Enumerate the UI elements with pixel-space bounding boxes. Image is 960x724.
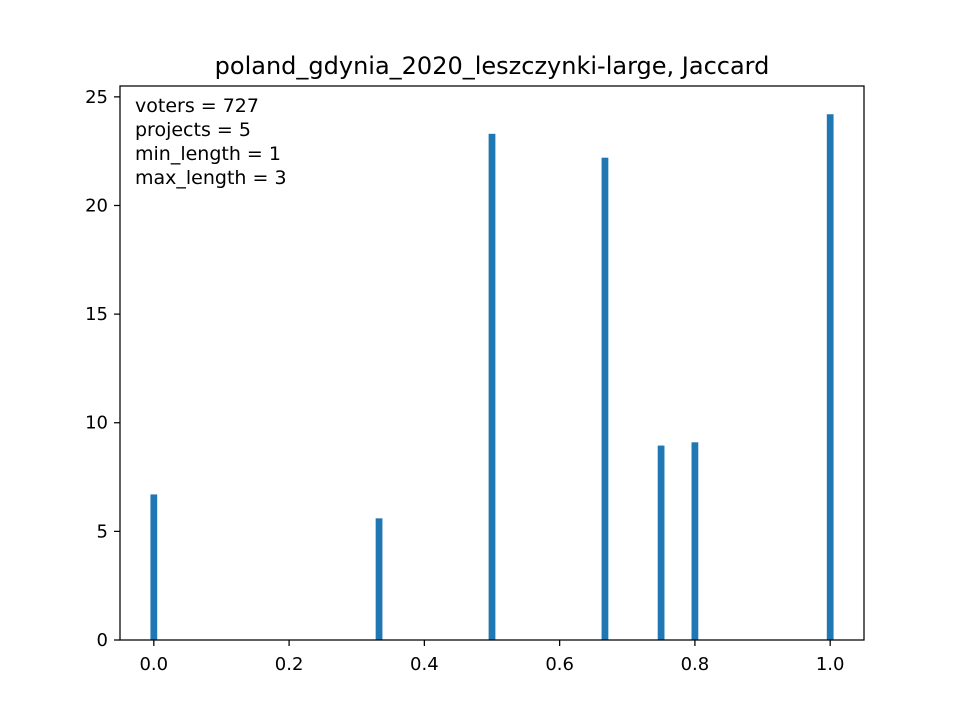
y-tick-label: 25 (85, 87, 108, 108)
y-tick-label: 10 (85, 413, 108, 434)
x-tick-label: 0.2 (275, 654, 304, 675)
bar-0-0 (150, 494, 158, 640)
annotation-min-length: min_length = 1 (135, 143, 281, 165)
annotation-max-length: max_length = 3 (135, 167, 287, 189)
x-tick-label: 0.6 (545, 654, 574, 675)
x-tick-label: 1.0 (816, 654, 845, 675)
bar-0-5 (691, 442, 699, 640)
x-tick-label: 0.8 (681, 654, 710, 675)
bar-0-4 (657, 445, 665, 640)
x-tick-label: 0.0 (139, 654, 168, 675)
bar-0-1 (375, 518, 383, 640)
plot-frame (119, 85, 865, 641)
x-tick-label: 0.4 (410, 654, 439, 675)
y-axis: 0 5 10 15 20 25 (85, 87, 120, 651)
x-axis: 0.0 0.2 0.4 0.6 0.8 1.0 (139, 640, 845, 675)
annotation-voters: voters = 727 (135, 95, 259, 117)
annotation-projects: projects = 5 (135, 119, 251, 141)
y-tick-label: 15 (85, 304, 108, 325)
bars-layer (150, 114, 834, 641)
bar-0-3 (601, 157, 609, 640)
y-tick-label: 0 (97, 630, 108, 651)
chart-title: poland_gdynia_2020_leszczynki-large, Jac… (215, 52, 770, 80)
bar-0-6 (826, 114, 834, 641)
y-tick-label: 5 (97, 521, 108, 542)
y-tick-label: 20 (85, 195, 108, 216)
bar-0-2 (488, 133, 496, 641)
